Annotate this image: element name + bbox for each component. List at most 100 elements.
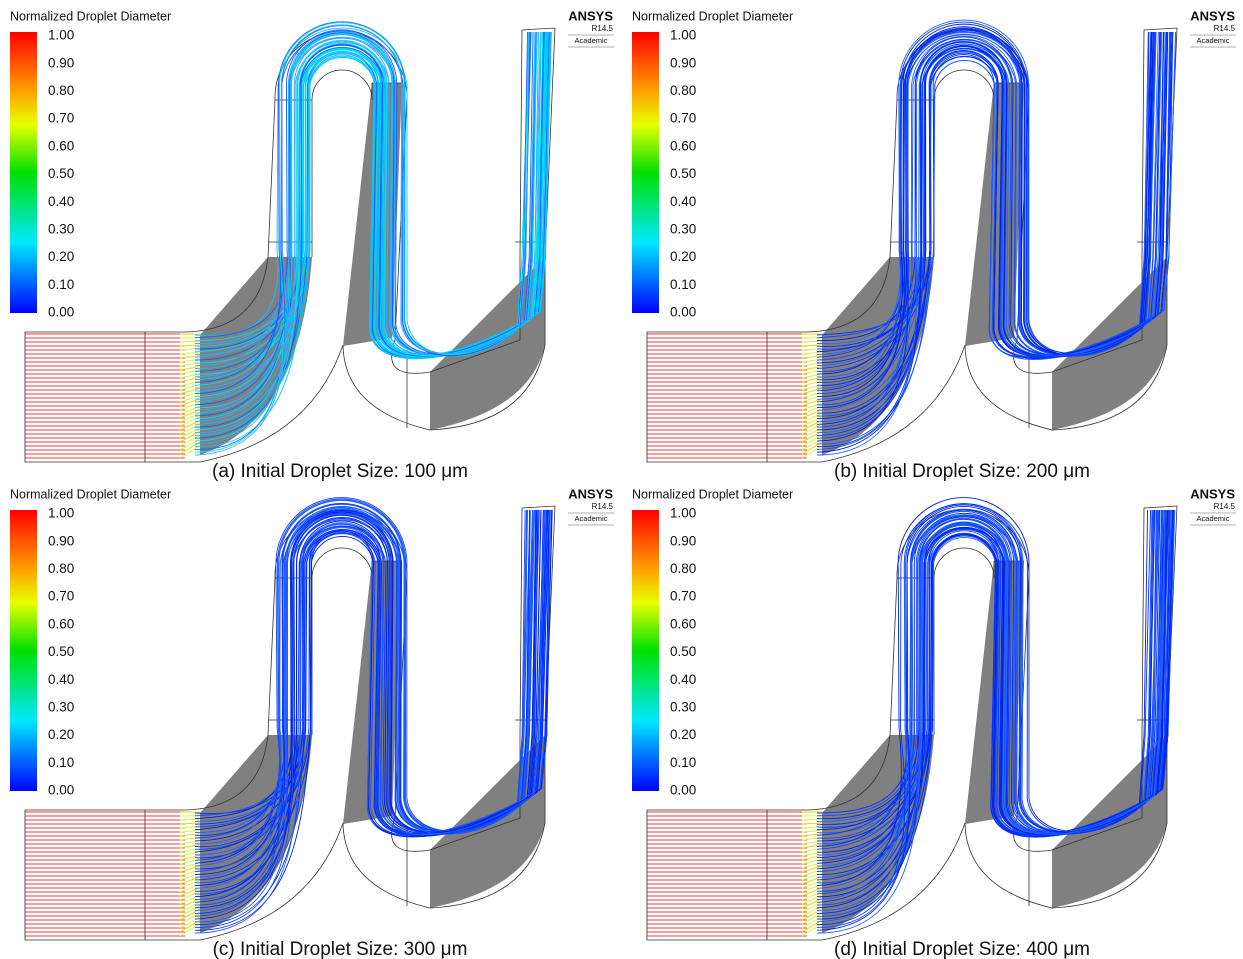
streamline xyxy=(194,509,553,931)
inlet-tip xyxy=(179,369,201,375)
inlet-tip xyxy=(179,887,201,897)
legend-tick: 0.40 xyxy=(670,194,696,209)
legend-tick: 0.50 xyxy=(670,166,696,181)
streamline xyxy=(816,503,1152,926)
legend-tick: 0.00 xyxy=(48,305,74,320)
streamline xyxy=(816,509,1166,934)
logo-version: R14.5 xyxy=(1214,24,1236,33)
panel: Normalized Droplet Diameter 1.00 0.90 0.80 0… xyxy=(10,486,614,959)
legend-tick: 0.90 xyxy=(48,55,74,70)
inlet-tip xyxy=(801,901,823,913)
legend-tick: 0.80 xyxy=(48,83,74,98)
legend-tick: 0.70 xyxy=(48,589,74,604)
inlet-tip xyxy=(801,362,823,367)
caption: (b) Initial Droplet Size: 200 μm xyxy=(834,461,1090,482)
streamline xyxy=(816,31,1163,456)
legend-tick: 0.70 xyxy=(670,589,696,604)
logo-edition: Academic xyxy=(575,36,608,45)
legend-tick: 0.10 xyxy=(670,277,696,292)
streamline xyxy=(816,509,1163,923)
legend-tick: 0.60 xyxy=(48,616,74,631)
inlet-tip xyxy=(801,887,823,897)
inlet-tip xyxy=(179,851,201,857)
inlet-tip xyxy=(179,420,201,431)
inlet-tip xyxy=(801,387,823,395)
inlet-tip xyxy=(179,923,201,937)
legend-title: Normalized Droplet Diameter xyxy=(10,487,171,501)
legend-tick: 0.10 xyxy=(48,755,74,770)
inlet-tip xyxy=(179,858,201,865)
logo-version: R14.5 xyxy=(1214,502,1236,511)
legend-tick: 0.00 xyxy=(48,783,74,798)
inlet-tip xyxy=(801,391,823,399)
colorbar xyxy=(632,32,659,313)
inlet-tip xyxy=(801,898,823,909)
inlet-tip xyxy=(179,854,201,861)
inlet-tip xyxy=(801,398,823,407)
inlet-tip xyxy=(179,905,201,917)
caption: (c) Initial Droplet Size: 300 μm xyxy=(213,939,468,959)
colorbar xyxy=(10,510,37,791)
inner-loop xyxy=(311,69,373,257)
inlet-tip xyxy=(801,409,823,419)
inlet-tip xyxy=(179,840,201,845)
legend-tick: 0.10 xyxy=(48,277,74,292)
inlet-tip xyxy=(179,847,201,853)
inlet-tip xyxy=(179,434,201,447)
legend-tick: 0.00 xyxy=(670,305,696,320)
legend-tick: 0.10 xyxy=(670,755,696,770)
inlet-tip xyxy=(801,402,823,411)
inlet-tip xyxy=(801,427,823,439)
inlet-tip xyxy=(179,398,201,407)
inlet-tip xyxy=(179,833,201,837)
inlet-tip xyxy=(179,818,201,821)
inlet-tip xyxy=(179,423,201,435)
legend-tick: 0.40 xyxy=(48,194,74,209)
inlet-tip xyxy=(801,854,823,861)
panel: Normalized Droplet Diameter 1.00 0.90 0.80 0… xyxy=(632,8,1236,482)
inlet-tip xyxy=(801,923,823,937)
inlet-tip xyxy=(801,840,823,845)
caption: (d) Initial Droplet Size: 400 μm xyxy=(834,939,1090,959)
inlet-tip xyxy=(179,387,201,395)
streamline xyxy=(816,26,1154,442)
inlet-tip xyxy=(179,901,201,913)
legend-tick: 1.00 xyxy=(670,506,696,521)
legend-tick: 0.30 xyxy=(48,221,74,236)
inlet-tip xyxy=(179,890,201,901)
inlet-tip xyxy=(179,869,201,877)
inlet-tip xyxy=(179,409,201,419)
inlet-tip xyxy=(179,351,201,355)
streamline xyxy=(194,31,549,448)
logo-edition: Academic xyxy=(1197,36,1230,45)
legend-tick: 0.90 xyxy=(670,533,696,548)
inlet-tip xyxy=(801,833,823,837)
legend-tick: 0.00 xyxy=(670,783,696,798)
colorbar xyxy=(632,510,659,791)
streamline xyxy=(816,21,1150,358)
inlet-tip xyxy=(801,420,823,431)
inlet-tip xyxy=(179,355,201,359)
inlet-tip xyxy=(801,412,823,423)
streamline xyxy=(194,22,530,453)
inlet-tip xyxy=(801,847,823,853)
legend-tick: 0.20 xyxy=(48,249,74,264)
inlet-tip xyxy=(179,438,201,451)
legend-tick: 0.30 xyxy=(670,699,696,714)
legend-tick: 0.60 xyxy=(48,138,74,153)
streamline xyxy=(194,30,536,445)
inlet-tip xyxy=(179,427,201,439)
legend-tick: 0.70 xyxy=(670,111,696,126)
streamline xyxy=(816,23,1153,375)
streamline xyxy=(194,21,529,395)
legend-tick: 1.00 xyxy=(48,28,74,43)
legend-tick: 0.70 xyxy=(48,111,74,126)
streamline xyxy=(194,498,527,861)
inlet-tip xyxy=(801,445,823,459)
inlet-tip xyxy=(801,351,823,355)
inlet-tip xyxy=(179,380,201,387)
streamline xyxy=(816,506,1155,931)
inlet-tip xyxy=(801,818,823,821)
inlet-tip xyxy=(801,355,823,359)
logo-name: ANSYS xyxy=(1190,8,1235,23)
